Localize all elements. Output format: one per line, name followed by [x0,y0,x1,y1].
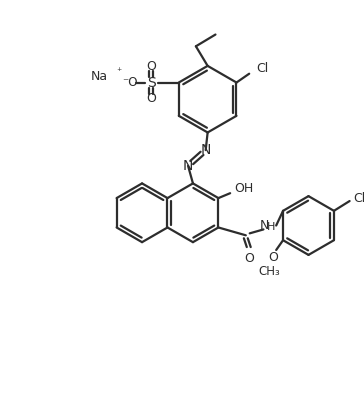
Text: OH: OH [234,182,253,195]
Text: O: O [244,252,254,265]
Text: Na: Na [91,70,108,83]
Text: CH₃: CH₃ [258,265,280,278]
Text: ⁻O: ⁻O [122,76,138,89]
Text: O: O [146,92,156,105]
Text: N: N [260,219,269,232]
Text: H: H [267,222,276,232]
Text: N: N [183,159,193,173]
Text: ⁺: ⁺ [116,67,121,77]
Text: O: O [268,252,278,264]
Text: S: S [147,75,156,90]
Text: Cl: Cl [256,62,268,75]
Text: O: O [146,60,156,73]
Text: Cl: Cl [353,192,364,205]
Text: N: N [201,143,211,157]
